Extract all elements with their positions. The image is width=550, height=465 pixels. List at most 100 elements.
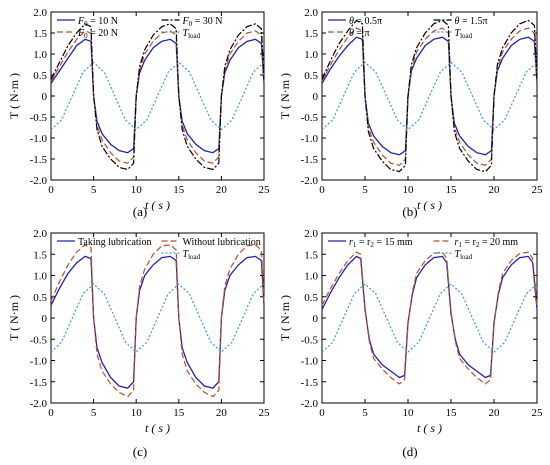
panel-d: -2.0 -1.5 -1.0 -0.5 0 0.5 1.0 1.5 2.0 0 5 10 15 20 25 t… — [278, 228, 543, 459]
x-tick-label: 20 — [216, 407, 228, 419]
y-tick-label: -1.5 — [301, 377, 319, 389]
panel-tag: (d) — [402, 444, 417, 459]
y-tick-label: -2.0 — [301, 175, 319, 187]
y-tick-label: 0 — [313, 313, 319, 325]
x-tick-label: 15 — [446, 407, 458, 419]
y-tick-label: -1.0 — [301, 133, 319, 145]
x-tick-label: 25 — [259, 184, 271, 196]
y-tick-label: -1.5 — [30, 154, 48, 166]
legend-label: Tload — [183, 28, 201, 40]
y-tick-label: 0.5 — [304, 70, 318, 82]
x-tick-label: 5 — [362, 407, 368, 419]
y-tick-label: 0.5 — [33, 70, 47, 82]
x-axis-label: t ( s ) — [145, 198, 170, 212]
series-line — [321, 61, 538, 131]
y-tick-label: 1.0 — [33, 271, 47, 283]
series-line — [321, 283, 538, 353]
x-axis-label: t ( s ) — [417, 198, 442, 212]
y-tick-label: -0.5 — [30, 334, 48, 346]
y-tick-label: 0.5 — [304, 292, 318, 304]
panel-tag: (c) — [133, 444, 147, 459]
y-tick-label: 0 — [42, 91, 48, 103]
y-tick-label: 1.5 — [33, 28, 47, 40]
series-line — [50, 61, 265, 131]
legend-label: Taking lubrication — [78, 237, 151, 248]
y-tick-label: -1.0 — [30, 133, 48, 145]
x-tick-label: 25 — [532, 407, 544, 419]
legend-label: Without lubrication — [183, 237, 261, 248]
x-tick-label: 0 — [48, 407, 54, 419]
panel-tag: (a) — [133, 204, 147, 219]
x-tick-label: 15 — [446, 184, 458, 196]
y-axis-label: T ( N·m ) — [7, 295, 21, 341]
y-tick-label: -2.0 — [301, 398, 319, 410]
y-tick-label: 1.0 — [33, 49, 47, 61]
x-axis-label: t ( s ) — [417, 421, 442, 435]
x-tick-label: 10 — [403, 184, 415, 196]
x-tick-label: 10 — [131, 407, 143, 419]
series-line — [321, 19, 538, 173]
x-tick-label: 0 — [48, 184, 54, 196]
y-tick-label: -0.5 — [301, 334, 319, 346]
legend-label: F0 = 10 N — [77, 16, 118, 28]
y-tick-label: 2.0 — [304, 228, 318, 240]
y-tick-label: -1.0 — [301, 356, 319, 368]
y-tick-label: 0.5 — [33, 292, 47, 304]
y-tick-label: -1.5 — [301, 154, 319, 166]
y-tick-label: -1.0 — [30, 356, 48, 368]
x-tick-label: 0 — [319, 407, 325, 419]
y-tick-label: 1.5 — [304, 249, 318, 261]
y-tick-label: 2.0 — [304, 7, 318, 19]
legend: Taking lubrication Without lubricationTlo… — [57, 237, 261, 261]
legend-label: θ = 1.5π — [455, 16, 488, 27]
y-tick-label: 1.5 — [33, 249, 47, 261]
legend-label: r1 = r2 = 20 mm — [455, 237, 519, 249]
x-tick-label: 15 — [173, 184, 185, 196]
x-tick-label: 0 — [319, 184, 325, 196]
x-tick-label: 20 — [216, 184, 228, 196]
x-tick-label: 5 — [91, 184, 97, 196]
y-tick-label: 2.0 — [33, 228, 47, 240]
legend-label: Tload — [455, 249, 473, 261]
legend-label: θ = π — [349, 28, 370, 39]
x-tick-label: 15 — [173, 407, 185, 419]
series-line — [50, 244, 265, 398]
y-tick-label: 1.0 — [304, 49, 318, 61]
legend-label: Tload — [455, 28, 473, 40]
legend-label: F0 = 30 N — [182, 16, 223, 28]
x-tick-label: 10 — [403, 407, 415, 419]
y-tick-label: 1.0 — [304, 271, 318, 283]
y-tick-label: -0.5 — [301, 112, 319, 124]
y-tick-label: 0 — [42, 313, 48, 325]
y-tick-label: -0.5 — [30, 112, 48, 124]
series-line — [50, 255, 265, 389]
legend-label: r1 = r2 = 15 mm — [349, 237, 413, 249]
y-axis-label: T ( N·m ) — [7, 73, 21, 119]
x-tick-label: 5 — [362, 184, 368, 196]
x-tick-label: 20 — [489, 407, 501, 419]
legend-label: Tload — [183, 249, 201, 261]
panel-c: -2.0 -1.5 -1.0 -0.5 0 0.5 1.0 1.5 2.0 0 5 10 15 20 25 t… — [7, 228, 270, 459]
legend-label: F0 = 20 N — [77, 28, 118, 40]
y-axis-label: T ( N·m ) — [278, 295, 292, 341]
series-line — [321, 251, 538, 385]
series-line — [50, 38, 265, 154]
y-tick-label: 2.0 — [33, 7, 47, 19]
y-tick-label: -2.0 — [30, 175, 48, 187]
x-tick-label: 25 — [532, 184, 544, 196]
x-axis-label: t ( s ) — [145, 421, 170, 435]
y-axis-label: T ( N·m ) — [278, 73, 292, 119]
series-line — [50, 283, 265, 353]
legend-label: θ = 0.5π — [349, 16, 382, 27]
series-line — [321, 27, 538, 166]
x-tick-label: 20 — [489, 184, 501, 196]
x-tick-label: 5 — [91, 407, 97, 419]
x-tick-label: 10 — [131, 184, 143, 196]
panel-tag: (b) — [402, 204, 417, 219]
y-tick-label: 1.5 — [304, 28, 318, 40]
y-tick-label: -1.5 — [30, 377, 48, 389]
